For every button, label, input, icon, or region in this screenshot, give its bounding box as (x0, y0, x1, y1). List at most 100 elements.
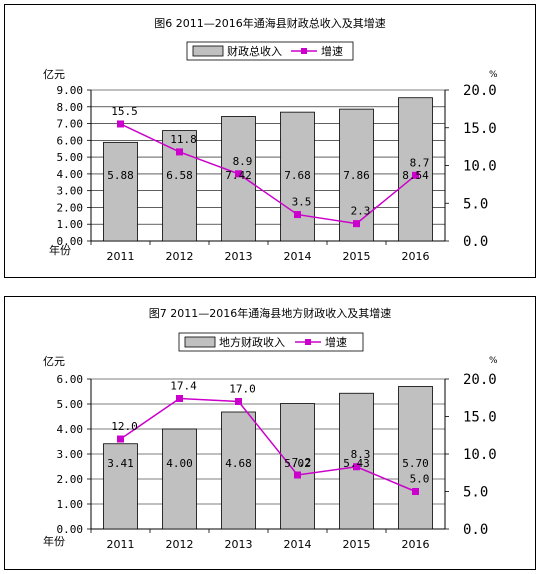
legend-frame (178, 332, 364, 352)
x-tick-label: 2013 (225, 250, 253, 263)
growth-value-label: 8.9 (233, 155, 253, 168)
left-tick-label: 5.00 (57, 398, 84, 411)
left-tick-label: 6.00 (57, 373, 84, 386)
bar (103, 141, 138, 242)
legend-line-label: 增速 (321, 44, 343, 58)
growth-point (117, 120, 124, 128)
left-tick-label: 3.00 (57, 185, 84, 198)
bar-value-label: 5.02 (284, 457, 311, 470)
right-tick-label: 20.0 (463, 372, 497, 388)
bar-value-label: 5.88 (107, 169, 134, 182)
right-tick-label: 5.0 (463, 196, 488, 212)
chart-title: 图6 2011—2016年通海县财政总收入及其增速 (154, 16, 385, 30)
growth-value-label: 5.0 (410, 473, 430, 486)
growth-value-label: 8.3 (351, 448, 371, 461)
x-tick-label: 2015 (343, 250, 371, 263)
x-tick-label: 2016 (402, 538, 430, 551)
x-tick-label: 2011 (107, 250, 135, 263)
bar (398, 386, 433, 530)
legend-line-marker (301, 48, 307, 54)
growth-value-label: 3.5 (292, 196, 312, 209)
bar-value-label: 4.68 (225, 457, 252, 470)
legend-bar-label: 财政总收入 (227, 44, 282, 58)
bar (398, 97, 433, 242)
growth-point (176, 395, 183, 402)
right-tick-label: 15.0 (463, 410, 497, 426)
growth-line (120, 397, 416, 493)
legend-line-marker (305, 339, 311, 345)
growth-point (412, 488, 419, 495)
right-tick-label: 15.0 (463, 121, 497, 137)
right-tick-label: 20.0 (463, 83, 497, 99)
bar-value-label: 5.70 (402, 457, 429, 470)
left-tick-label: 5.00 (57, 151, 84, 164)
legend-frame (186, 41, 354, 61)
growth-point (353, 220, 360, 228)
growth-value-label: 11.8 (170, 133, 197, 146)
growth-value-label: 2.3 (351, 205, 371, 218)
bar (221, 116, 256, 242)
growth-value-label: 8.7 (410, 156, 430, 169)
left-tick-label: 8.00 (57, 101, 84, 114)
x-tick-label: 2016 (402, 250, 430, 263)
bar-value-label: 7.42 (225, 169, 252, 182)
bar-value-label: 7.86 (343, 169, 370, 182)
left-tick-label: 1.00 (57, 498, 84, 511)
x-tick-label: 2011 (107, 538, 135, 551)
bar-value-label: 5.43 (343, 457, 370, 470)
right-tick-label: 10.0 (463, 447, 497, 463)
x-tick-label: 2015 (343, 538, 371, 551)
right-axis-unit: % (489, 70, 498, 80)
growth-point (176, 148, 183, 156)
legend-bar-swatch (184, 336, 216, 348)
growth-point (353, 463, 360, 471)
left-axis-unit: 亿元 (43, 355, 65, 368)
chart-panel-1: 图6 2011—2016年通海县财政总收入及其增速 财政总收入 增速 亿元 % … (4, 4, 536, 278)
x-tick-label: 2012 (166, 250, 194, 263)
left-tick-label: 4.00 (57, 423, 84, 436)
x-tick-label: 2012 (166, 538, 194, 551)
growth-point (235, 398, 242, 405)
legend-line-label: 增速 (325, 335, 347, 349)
left-tick-label: 4.00 (57, 168, 84, 181)
left-tick-label: 6.00 (57, 134, 84, 147)
growth-value-label: 15.5 (111, 105, 138, 118)
bar (339, 108, 374, 242)
bar (280, 111, 315, 242)
x-tick-label: 2014 (284, 250, 312, 263)
x-axis-unit: 年份 (43, 534, 65, 548)
left-tick-label: 3.00 (57, 448, 84, 461)
bar-value-label: 6.58 (166, 169, 193, 182)
bar (339, 392, 374, 530)
bar-value-label: 8.54 (402, 169, 429, 182)
bar (162, 428, 197, 530)
growth-line (120, 123, 416, 225)
bar (162, 130, 197, 242)
growth-value-label: 7.2 (292, 456, 312, 469)
x-axis-unit: 年份 (49, 243, 71, 257)
left-tick-label: 9.00 (57, 84, 84, 97)
legend: 地方财政收入 增速 (178, 332, 364, 352)
growth-point (294, 471, 301, 479)
right-tick-label: 0.0 (463, 522, 488, 538)
left-tick-label: 7.00 (57, 118, 84, 131)
growth-value-label: 12.0 (111, 420, 138, 433)
right-tick-label: 5.0 (463, 485, 488, 501)
left-tick-label: 2.00 (57, 201, 84, 214)
right-tick-label: 10.0 (463, 159, 497, 175)
growth-point (294, 211, 301, 219)
chart-2-svg: 图7 2011—2016年通海县地方财政收入及其增速 地方财政收入 增速 亿元 … (43, 306, 498, 551)
bar (103, 443, 138, 530)
growth-point (117, 435, 124, 443)
bar-value-label: 4.00 (166, 457, 193, 470)
growth-value-label: 17.0 (229, 383, 256, 396)
left-axis-unit: 亿元 (43, 68, 65, 81)
left-tick-label: 2.00 (57, 473, 84, 486)
x-tick-label: 2014 (284, 538, 312, 551)
bar (221, 411, 256, 530)
right-tick-label: 0.0 (463, 234, 488, 250)
bar-value-label: 7.68 (284, 169, 311, 182)
legend: 财政总收入 增速 (186, 41, 354, 61)
chart-title: 图7 2011—2016年通海县地方财政收入及其增速 (149, 306, 391, 320)
left-tick-label: 0.00 (57, 235, 84, 248)
